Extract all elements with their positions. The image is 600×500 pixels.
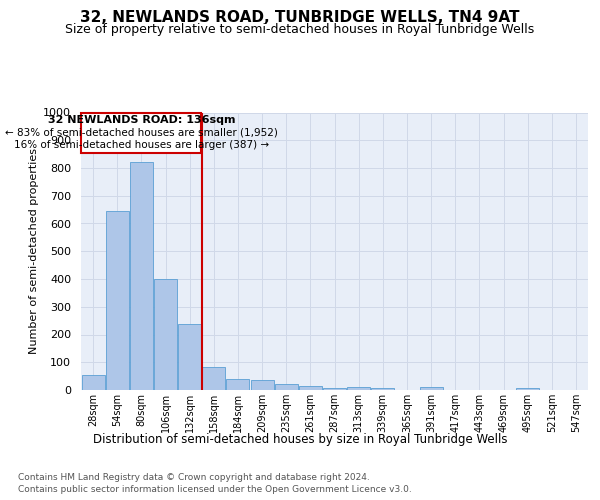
- Text: 32 NEWLANDS ROAD: 136sqm: 32 NEWLANDS ROAD: 136sqm: [47, 115, 235, 125]
- Bar: [202, 367, 225, 390]
- Bar: [226, 379, 250, 390]
- Bar: [371, 388, 394, 390]
- Bar: [251, 380, 274, 390]
- Text: ← 83% of semi-detached houses are smaller (1,952): ← 83% of semi-detached houses are smalle…: [5, 128, 278, 138]
- Text: Contains HM Land Registry data © Crown copyright and database right 2024.: Contains HM Land Registry data © Crown c…: [18, 472, 370, 482]
- Text: Contains public sector information licensed under the Open Government Licence v3: Contains public sector information licen…: [18, 485, 412, 494]
- Bar: [106, 211, 128, 390]
- Bar: [516, 388, 539, 390]
- Bar: [347, 387, 370, 390]
- Text: Size of property relative to semi-detached houses in Royal Tunbridge Wells: Size of property relative to semi-detach…: [65, 22, 535, 36]
- Bar: [323, 388, 346, 390]
- Bar: [178, 324, 201, 390]
- Text: 16% of semi-detached houses are larger (387) →: 16% of semi-detached houses are larger (…: [14, 140, 269, 150]
- Bar: [154, 279, 177, 390]
- Text: 32, NEWLANDS ROAD, TUNBRIDGE WELLS, TN4 9AT: 32, NEWLANDS ROAD, TUNBRIDGE WELLS, TN4 …: [80, 10, 520, 25]
- Text: Distribution of semi-detached houses by size in Royal Tunbridge Wells: Distribution of semi-detached houses by …: [93, 432, 507, 446]
- Bar: [82, 374, 104, 390]
- Y-axis label: Number of semi-detached properties: Number of semi-detached properties: [29, 148, 39, 354]
- Bar: [299, 386, 322, 390]
- Bar: [419, 387, 443, 390]
- Bar: [130, 162, 153, 390]
- Bar: [275, 384, 298, 390]
